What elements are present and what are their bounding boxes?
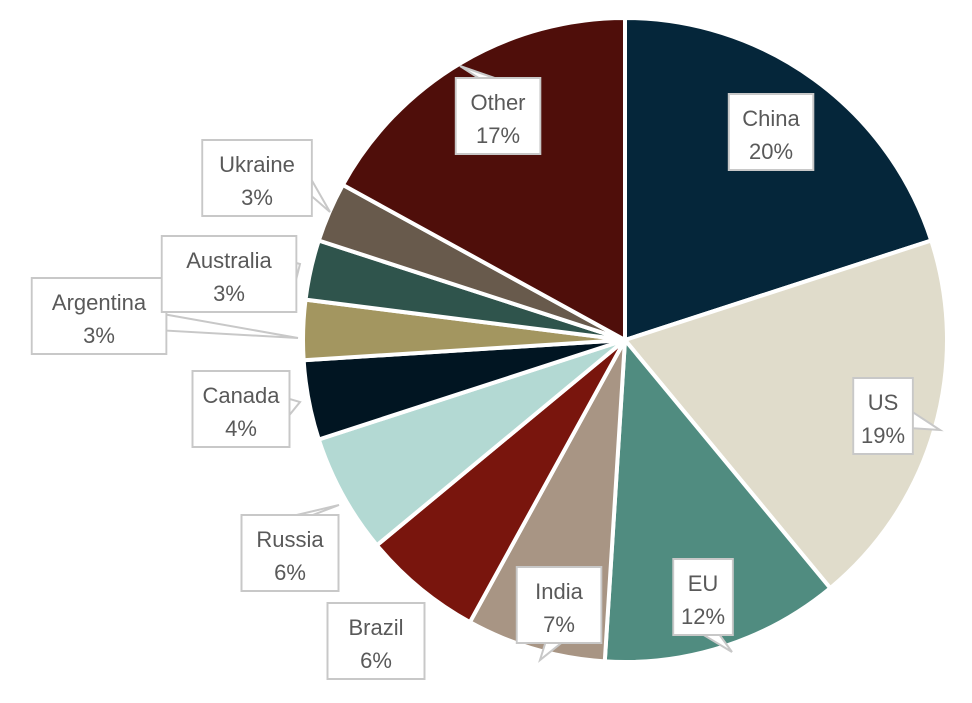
data-label-ukraine: Ukraine 3% [201,139,331,217]
slice-percent-label: 3% [241,185,273,210]
data-label-india: India 7% [515,566,603,663]
slice-percent-label: 7% [543,612,575,637]
slice-percent-label: 6% [274,560,306,585]
label-box-fill [517,568,601,642]
label-box-fill [32,279,166,353]
pie-slice-russia [316,338,627,548]
data-label-argentina: Argentina 3% [30,277,299,355]
data-label-china: China 20% [727,93,815,171]
label-pointer [165,313,299,339]
data-label-eu: EU 12% [672,558,734,653]
pie-slice-other [340,16,627,342]
data-label-brazil: Brazil 6% [326,602,426,680]
slice-name-label: Brazil [348,615,403,640]
label-box-fill [193,372,289,446]
label-box-fill [242,516,338,590]
data-label-other: Other 17% [454,65,542,155]
data-label-russia: Russia 6% [240,504,340,592]
label-box-fill [162,237,296,311]
data-label-us: US 19% [852,377,944,455]
label-box-fill [328,604,424,678]
data-label-australia: Australia 3% [160,235,302,313]
slice-percent-label: 3% [213,281,245,306]
slice-name-label: Australia [186,248,272,273]
slice-name-label: Russia [256,527,324,552]
slice-name-label: Argentina [52,290,147,315]
slice-name-label: EU [688,571,719,596]
slice-percent-label: 17% [476,123,520,148]
pie-slice-brazil [374,338,627,625]
label-pointer [288,397,302,418]
label-box [727,93,815,171]
slice-name-label: India [535,579,583,604]
slice-percent-label: 19% [861,423,905,448]
slice-percent-label: 6% [360,648,392,673]
slice-name-label: Ukraine [219,152,295,177]
label-box-fill [456,79,540,153]
data-label-canada: Canada 4% [191,370,302,448]
slice-percent-label: 20% [749,139,793,164]
slice-name-label: Other [470,90,525,115]
pie-labels: China 20% US 19% EU 12% India 7% Brazil 6% Russia 6… [30,65,944,680]
slice-name-label: China [742,106,800,131]
label-box-fill [674,560,732,634]
slice-percent-label: 12% [681,604,725,629]
slice-name-label: US [868,390,899,415]
label-pointer [296,504,340,516]
label-box-fill [203,141,311,215]
slice-percent-label: 3% [83,323,115,348]
label-pointer [310,176,331,213]
slice-name-label: Canada [202,383,280,408]
label-box-fill [854,379,912,453]
slice-percent-label: 4% [225,416,257,441]
pie-slices [301,16,949,664]
pie-slice-china [623,16,934,342]
